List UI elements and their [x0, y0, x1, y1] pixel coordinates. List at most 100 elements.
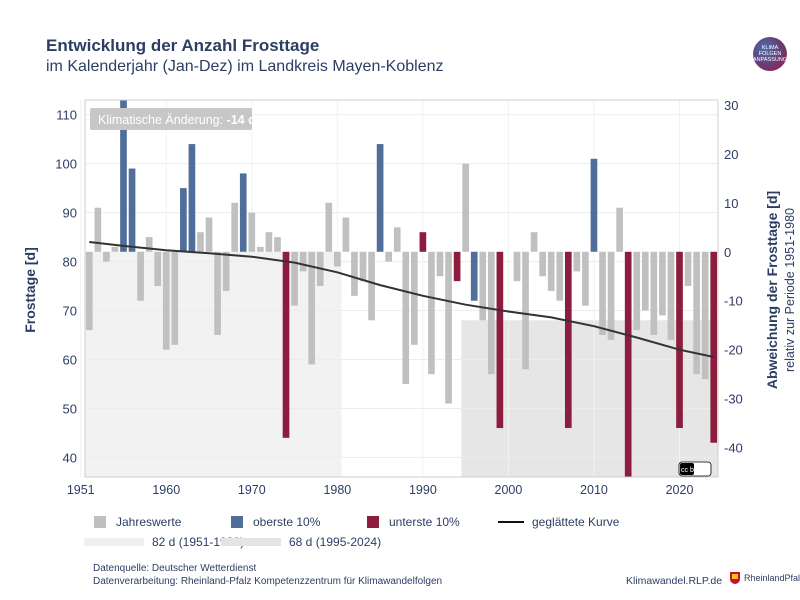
bar-2007: [564, 251, 572, 429]
bar-1964: [197, 232, 204, 252]
rlp-logo-text: RheinlandPfalz: [744, 573, 800, 583]
bar-1955: [120, 100, 127, 252]
period-bands: [85, 251, 718, 477]
bar-2011: [599, 251, 606, 336]
x-tick-label: 1990: [409, 483, 437, 497]
x-tick-label: 1951: [67, 483, 95, 497]
bar-1990: [419, 232, 427, 252]
y2-tick-label: 30: [724, 98, 738, 113]
bar-1975: [291, 251, 298, 306]
legend-item-bottom10: unterste 10%: [367, 515, 460, 529]
bar-2024: [710, 251, 718, 443]
bar-1963: [188, 144, 196, 252]
plot-frame: [84, 99, 719, 478]
x-tick-label: 2010: [580, 483, 608, 497]
bar-1952: [94, 207, 102, 252]
bar-1965: [205, 217, 213, 252]
chart-subtitle: im Kalenderjahr (Jan-Dez) im Landkreis M…: [46, 58, 444, 75]
legend-item-smooth: geglättete Kurve: [498, 515, 619, 529]
bar-1982: [351, 251, 358, 296]
bar-1977: [308, 251, 316, 365]
bar-2020: [676, 251, 683, 429]
bar-1997: [479, 251, 487, 321]
legend-label-period2: 68 d (1995-2024): [289, 535, 382, 549]
y-axis-ticks: 40 50 60 70 80 90 100 110: [55, 108, 77, 466]
annotation-label: Klimatische Änderung:: [98, 113, 227, 127]
legend-swatch-period1: [84, 538, 144, 546]
legend-item-annual: Jahreswerte: [94, 515, 181, 529]
bar-1962: [180, 188, 187, 252]
y2-axis-sublabel: relativ zur Periode 1951-1980: [783, 208, 797, 372]
legend-item-period2: 68 d (1995-2024): [221, 535, 381, 549]
y2-tick-label: -20: [724, 343, 743, 358]
bar-1951: [85, 251, 93, 331]
change-annotation: Klimatische Änderung: -14 d: [90, 108, 256, 130]
bar-2014: [624, 251, 632, 477]
bar-2023: [701, 251, 709, 380]
x-axis-ticks: 1951 1960 1970 1980 1990 2000 2010 2020: [67, 483, 694, 497]
bar-1981: [342, 217, 350, 252]
cc-badge: cc by: [678, 461, 712, 477]
bar-1992: [436, 251, 444, 277]
bar-1973: [274, 237, 281, 252]
chart-title: Entwicklung der Anzahl Frosttage: [46, 36, 320, 55]
bar-2001: [513, 251, 521, 282]
logo-line-3: ANPASSUNG: [753, 57, 788, 63]
svg-text:Klimatische Änderung: -14 d: Klimatische Änderung: -14 d: [98, 113, 256, 127]
y2-axis-ticks: -40 -30 -20 -10 0 10 20 30: [724, 98, 743, 456]
bar-1959: [154, 251, 162, 287]
bar-1960: [162, 251, 170, 350]
bar-2019: [667, 251, 675, 340]
y2-tick-label: 10: [724, 196, 738, 211]
x-tick-label: 1970: [238, 483, 266, 497]
bar-1961: [171, 251, 179, 345]
rlp-logo: RheinlandPfalz: [730, 572, 800, 584]
bar-1966: [214, 251, 221, 336]
bar-1972: [265, 232, 273, 252]
legend-label-bottom10: unterste 10%: [389, 515, 460, 529]
data-source: Datenquelle: Deutscher Wetterdienst Date…: [93, 562, 442, 588]
bar-1968: [231, 202, 239, 252]
bar-1967: [222, 251, 230, 291]
logo-line-1: KLIMA: [761, 45, 779, 51]
bar-2009: [582, 251, 589, 306]
bar-2010: [590, 158, 598, 252]
bar-2004: [539, 251, 546, 277]
legend-swatch-bottom10: [367, 516, 379, 528]
legend-label-smooth: geglättete Kurve: [532, 515, 620, 529]
bar-1999: [496, 251, 504, 429]
legend-label-top10: oberste 10%: [253, 515, 321, 529]
y-axis-label: Frosttage [d]: [22, 247, 38, 333]
bar-1984: [368, 251, 375, 321]
x-tick-label: 1960: [152, 483, 180, 497]
bar-1983: [359, 251, 367, 282]
y2-axis-label: Abweichung der Frosttage [d]: [764, 191, 780, 389]
period-band-2: [461, 320, 718, 477]
bar-2022: [693, 251, 700, 375]
bar-2017: [650, 251, 658, 336]
website-link[interactable]: Klimawandel.RLP.de: [626, 575, 723, 587]
bar-1987: [393, 227, 401, 252]
source-line-2: Datenverarbeitung: Rheinland-Pfalz Kompe…: [93, 576, 443, 587]
legend-swatch-period2: [221, 538, 281, 546]
bar-1956: [128, 168, 136, 252]
bar-1993: [445, 251, 452, 404]
bar-1994: [453, 251, 461, 282]
x-tick-label: 1980: [323, 483, 351, 497]
annotation-value: -14 d: [227, 113, 256, 127]
smoothed-curve: [89, 241, 714, 358]
y2-tick-label: -30: [724, 392, 743, 407]
bar-1996: [470, 251, 478, 301]
bar-1970: [248, 212, 256, 252]
y-tick-label: 60: [63, 352, 77, 367]
bar-1986: [385, 251, 393, 262]
bar-2008: [573, 251, 581, 272]
y-tick-label: 100: [55, 157, 77, 172]
bar-1980: [334, 251, 341, 267]
y-tick-label: 110: [56, 108, 77, 123]
bar-1971: [257, 246, 264, 252]
bar-2015: [633, 251, 641, 331]
bar-1995: [462, 163, 469, 252]
legend-swatch-annual: [94, 516, 106, 528]
bar-1954: [111, 246, 119, 252]
